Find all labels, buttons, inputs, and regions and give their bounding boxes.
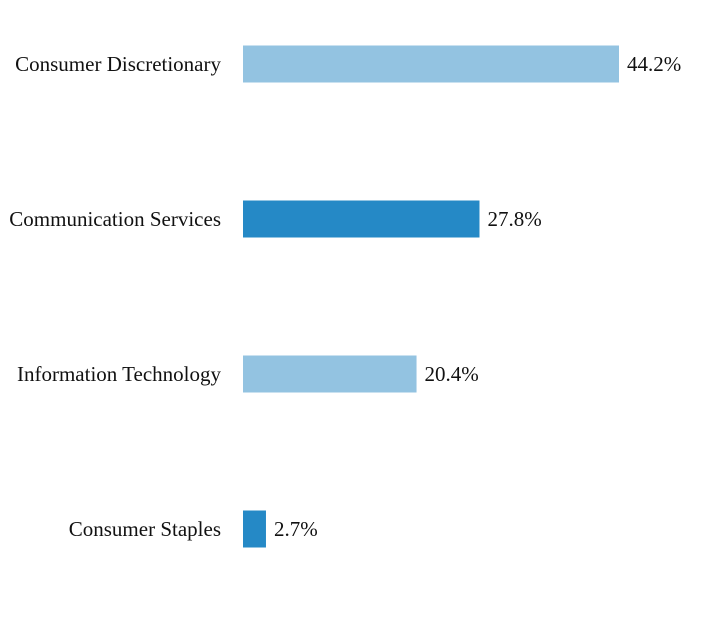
- bar-consumer-staples: [243, 510, 266, 548]
- category-label-consumer-discretionary: Consumer Discretionary: [15, 52, 221, 76]
- category-label-information-technology: Information Technology: [17, 362, 222, 386]
- bar-consumer-discretionary: [243, 45, 619, 83]
- value-label-consumer-discretionary: 44.2%: [627, 52, 681, 76]
- value-label-information-technology: 20.4%: [425, 362, 479, 386]
- bar-communication-services: [243, 200, 480, 238]
- category-label-consumer-staples: Consumer Staples: [69, 517, 221, 541]
- category-label-communication-services: Communication Services: [9, 207, 221, 231]
- value-label-communication-services: 27.8%: [487, 207, 541, 231]
- bar-information-technology: [243, 355, 417, 393]
- value-label-consumer-staples: 2.7%: [274, 517, 318, 541]
